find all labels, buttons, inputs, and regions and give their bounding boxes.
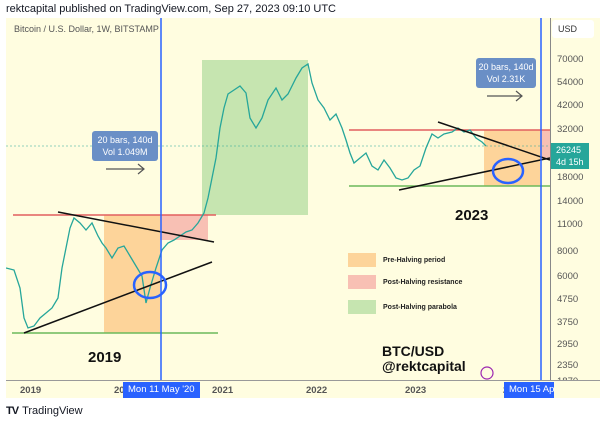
y-tick: 4750 <box>557 294 579 305</box>
brand-name: TradingView <box>22 405 83 417</box>
y-tick: 14000 <box>557 196 584 207</box>
last-price-label: 26245 4d 15h <box>551 143 589 169</box>
measure-vol: Vol 1.049M <box>102 147 148 157</box>
footer-brand[interactable]: TV TradingView <box>6 405 83 417</box>
y-tick: 11000 <box>557 219 583 230</box>
chart-pane[interactable]: Bitcoin / U.S. Dollar, 1W, BITSTAMP <box>6 18 550 380</box>
post-halving-parabola <box>202 60 308 215</box>
pre-halving-zone-2020 <box>104 215 160 333</box>
measure-box-2020: 20 bars, 140d Vol 1.049M <box>92 131 158 161</box>
y-tick: 2950 <box>557 339 579 350</box>
x-tick: 2019 <box>20 385 42 396</box>
x-tick: 2023 <box>405 385 427 396</box>
y-tick: 3750 <box>557 317 579 328</box>
x-tick: 20 <box>114 385 125 396</box>
last-price: 26245 <box>556 145 582 155</box>
y-tick: 32000 <box>557 124 584 135</box>
y-tick: 2350 <box>557 360 579 371</box>
y-tick: 18000 <box>557 172 584 183</box>
pre-halving-zone-2024 <box>484 130 540 186</box>
legend-swatch-parabola <box>348 300 376 314</box>
published-line: rektcapital published on TradingView.com… <box>6 3 336 15</box>
signature: BTC/USD @rektcapital <box>382 344 466 374</box>
legend-label-pre-halving: Pre-Halving period <box>383 257 446 264</box>
currency-button[interactable]: USD <box>552 20 594 38</box>
year-label-2023: 2023 <box>455 207 489 224</box>
y-tick: 54000 <box>557 77 584 88</box>
bar-countdown: 4d 15h <box>556 157 584 167</box>
measure-vol: Vol 2.31K <box>486 74 526 84</box>
measure-bars: 20 bars, 140d <box>97 135 153 145</box>
halving-date-flag-2024: Mon 15 Ap <box>504 382 554 398</box>
chart-drawing <box>6 18 550 380</box>
halving-date-flag-2020: Mon 11 May '20 <box>123 382 200 398</box>
post-halving-resistance-2024 <box>540 130 550 160</box>
tradingview-logo-icon: TV <box>6 405 19 417</box>
x-tick: 2021 <box>212 385 234 396</box>
measure-bars: 20 bars, 140d <box>478 62 534 72</box>
y-tick: 6000 <box>557 271 579 282</box>
year-label-2019: 2019 <box>88 349 122 366</box>
legend-swatch-pre-halving <box>348 253 376 267</box>
x-tick: 2022 <box>306 385 328 396</box>
signature-handle: @rektcapital <box>382 358 466 374</box>
legend-label-post-resistance: Post-Halving resistance <box>383 279 463 286</box>
measure-box-2024: 20 bars, 140d Vol 2.31K <box>476 58 536 88</box>
y-tick: 42000 <box>557 100 584 111</box>
price-axis[interactable] <box>550 18 600 380</box>
symbol-title: Bitcoin / U.S. Dollar, 1W, BITSTAMP <box>14 24 159 34</box>
y-tick: 1870 <box>557 376 578 381</box>
legend-label-parabola: Post-Halving parabola <box>383 304 457 311</box>
y-tick: 8000 <box>557 246 579 257</box>
signature-pair: BTC/USD <box>382 343 445 359</box>
y-tick: 70000 <box>557 54 584 65</box>
legend-swatch-post-resistance <box>348 275 376 289</box>
